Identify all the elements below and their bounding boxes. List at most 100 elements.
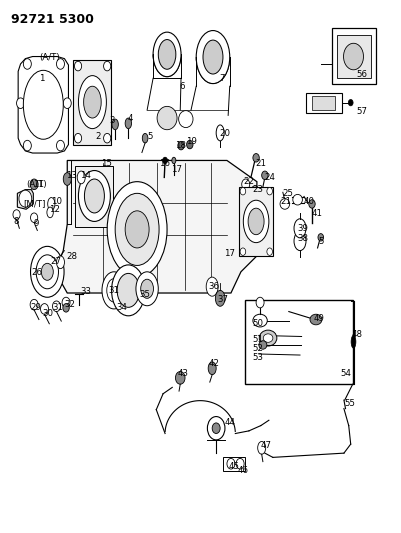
Text: 42: 42	[208, 359, 219, 367]
Text: (A/T): (A/T)	[39, 53, 60, 62]
Text: 8: 8	[13, 217, 19, 226]
Text: 11: 11	[33, 180, 44, 189]
Ellipse shape	[103, 133, 111, 143]
Polygon shape	[55, 160, 256, 293]
Ellipse shape	[125, 211, 149, 248]
Text: 16: 16	[159, 159, 170, 167]
Ellipse shape	[216, 125, 224, 141]
Text: 47: 47	[259, 441, 270, 450]
Text: 23: 23	[251, 185, 262, 194]
Ellipse shape	[30, 179, 38, 190]
Text: 55: 55	[343, 399, 354, 408]
Ellipse shape	[257, 441, 265, 454]
Bar	[311, 96, 334, 110]
Text: 29: 29	[30, 303, 41, 312]
Text: 48: 48	[351, 330, 362, 339]
Ellipse shape	[317, 233, 323, 241]
Text: 92721 5300: 92721 5300	[11, 13, 94, 27]
Ellipse shape	[57, 256, 64, 269]
Text: 17: 17	[224, 249, 235, 258]
Ellipse shape	[293, 231, 305, 251]
Text: 22: 22	[242, 177, 253, 186]
Ellipse shape	[53, 301, 60, 312]
Text: (A/T): (A/T)	[26, 180, 47, 189]
Ellipse shape	[36, 255, 58, 289]
Bar	[238, 187, 272, 256]
Ellipse shape	[177, 141, 184, 150]
Ellipse shape	[23, 70, 63, 139]
Ellipse shape	[41, 263, 53, 280]
Text: 7: 7	[219, 74, 224, 83]
Bar	[331, 28, 375, 84]
Text: 28: 28	[66, 253, 77, 262]
Bar	[244, 301, 352, 384]
Ellipse shape	[293, 219, 305, 238]
Text: 31: 31	[108, 286, 119, 295]
Ellipse shape	[247, 208, 263, 235]
Ellipse shape	[112, 119, 118, 130]
Text: 49: 49	[313, 314, 324, 323]
Ellipse shape	[178, 111, 192, 127]
Ellipse shape	[78, 171, 110, 221]
Ellipse shape	[309, 314, 321, 325]
Text: 9: 9	[33, 219, 38, 228]
Ellipse shape	[207, 417, 225, 440]
Text: 37: 37	[217, 295, 227, 304]
Ellipse shape	[235, 458, 243, 469]
Text: 35: 35	[139, 289, 150, 298]
Ellipse shape	[115, 193, 159, 265]
Ellipse shape	[255, 297, 263, 308]
Ellipse shape	[107, 182, 167, 277]
Ellipse shape	[263, 334, 272, 342]
Text: 32: 32	[64, 300, 75, 309]
Ellipse shape	[111, 265, 145, 316]
Ellipse shape	[117, 273, 139, 308]
Ellipse shape	[30, 300, 38, 310]
Ellipse shape	[30, 213, 38, 222]
Ellipse shape	[16, 98, 24, 109]
Text: 57: 57	[355, 107, 366, 116]
Bar	[305, 93, 341, 113]
Ellipse shape	[48, 198, 55, 211]
Text: 41: 41	[311, 209, 322, 218]
Ellipse shape	[196, 30, 229, 84]
Ellipse shape	[259, 330, 276, 346]
Text: 45: 45	[228, 463, 239, 471]
Ellipse shape	[250, 186, 258, 197]
Ellipse shape	[30, 246, 64, 297]
Bar	[336, 35, 370, 78]
Text: 30: 30	[42, 309, 53, 318]
Bar	[223, 457, 244, 471]
Ellipse shape	[206, 277, 218, 296]
Text: 53: 53	[251, 353, 262, 362]
Ellipse shape	[63, 304, 69, 312]
Ellipse shape	[292, 195, 302, 205]
Text: [M/T]: [M/T]	[23, 199, 46, 208]
Text: 21: 21	[280, 197, 291, 206]
Text: 12: 12	[49, 205, 60, 214]
Ellipse shape	[47, 207, 53, 217]
Text: 36: 36	[208, 282, 219, 291]
Ellipse shape	[103, 61, 111, 71]
Ellipse shape	[208, 362, 216, 375]
Ellipse shape	[153, 32, 180, 77]
Ellipse shape	[41, 304, 49, 314]
Ellipse shape	[308, 200, 314, 208]
Ellipse shape	[215, 290, 225, 306]
Ellipse shape	[252, 314, 267, 327]
Bar	[75, 166, 113, 227]
Ellipse shape	[158, 39, 175, 69]
Ellipse shape	[19, 190, 32, 207]
Ellipse shape	[125, 118, 131, 128]
Text: 5: 5	[147, 132, 152, 141]
Ellipse shape	[212, 423, 220, 433]
Text: 44: 44	[224, 418, 235, 427]
Ellipse shape	[258, 341, 266, 349]
Ellipse shape	[23, 59, 31, 69]
Ellipse shape	[172, 157, 175, 164]
Text: 24: 24	[263, 173, 274, 182]
Ellipse shape	[107, 279, 121, 302]
Ellipse shape	[243, 200, 268, 243]
Text: 52: 52	[251, 344, 262, 353]
Ellipse shape	[279, 199, 289, 209]
